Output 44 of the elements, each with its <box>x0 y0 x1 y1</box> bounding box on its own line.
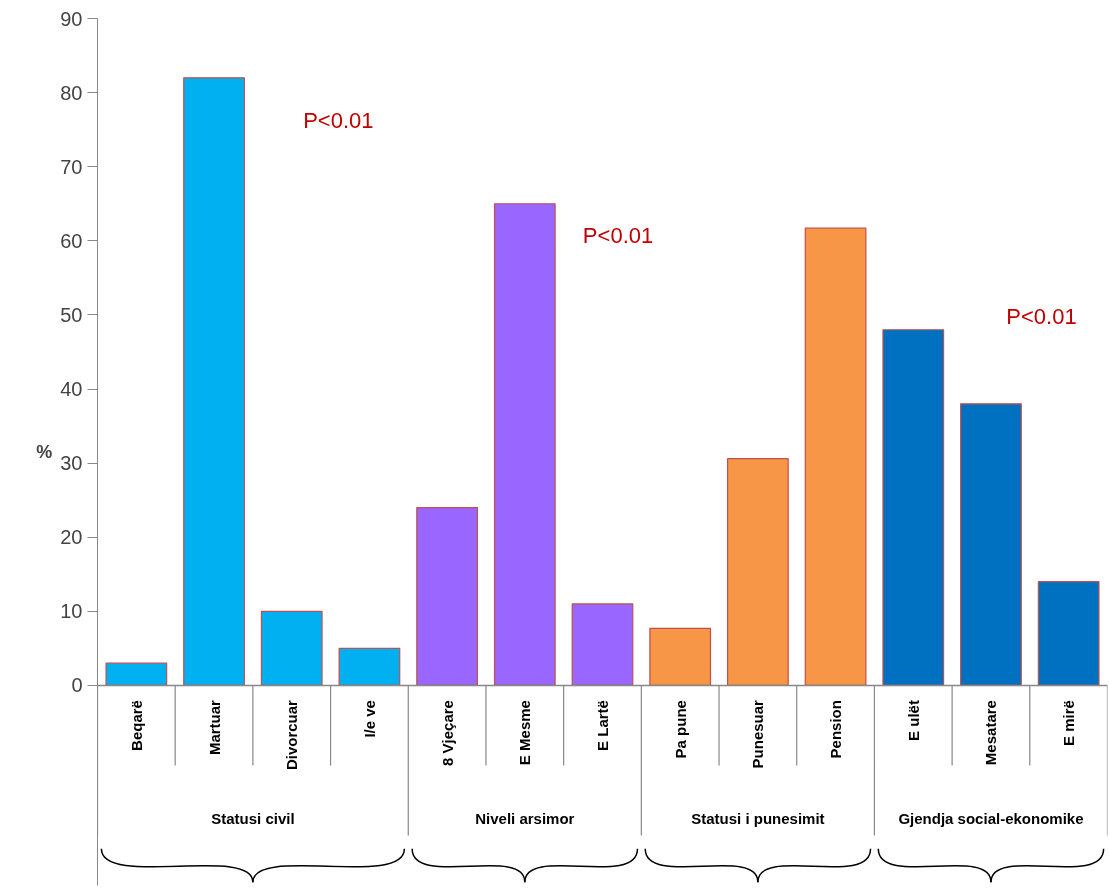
x-tick-label: E mirë <box>1060 700 1078 746</box>
x-tick-label: Pension <box>827 700 845 759</box>
bar <box>183 77 245 687</box>
x-tick-label: Divorcuar <box>283 699 301 771</box>
annotation: P<0.01 <box>1006 304 1077 330</box>
y-axis-title: % <box>36 442 53 462</box>
bar <box>649 627 712 687</box>
text: Statusi i punesimit <box>691 810 825 828</box>
annotation: P<0.01 <box>582 223 654 249</box>
bar <box>726 458 789 687</box>
text: Gjendja social-ekonomike <box>898 810 1084 828</box>
text: Niveli arsimor <box>475 810 575 828</box>
x-tick-label: Punesuar <box>749 699 767 769</box>
annotation: P<0.01 <box>303 108 374 134</box>
y-tick-label: 0 <box>71 674 83 697</box>
bar <box>1037 581 1100 687</box>
bar <box>105 662 168 687</box>
y-tick-label: 30 <box>60 452 83 475</box>
x-tick-label: E Mesme <box>516 700 534 766</box>
bar <box>260 610 323 687</box>
x-tick-label: 8 Vjeçare <box>438 700 456 766</box>
x-tick-label: Mesatare <box>982 700 1000 766</box>
x-tick-label: Beqarë <box>127 700 145 751</box>
y-tick-label: 10 <box>60 600 83 623</box>
bar <box>493 203 556 687</box>
bar <box>882 329 945 687</box>
bar <box>571 603 634 687</box>
x-tick-label: Pa pune <box>671 700 689 759</box>
x-tick-label: I/e ve <box>360 700 378 738</box>
y-tick-label: 70 <box>60 155 83 178</box>
y-tick-label: 60 <box>60 229 83 252</box>
y-tick-label: 80 <box>60 81 83 104</box>
text: Statusi civil <box>211 810 295 828</box>
x-tick-label: E ulët <box>904 700 922 741</box>
bar <box>960 403 1022 687</box>
bar <box>338 647 401 687</box>
x-tick-label: Martuar <box>205 699 223 756</box>
y-tick-label: 40 <box>60 378 83 401</box>
bar <box>416 506 479 687</box>
y-tick-label: 50 <box>60 303 83 326</box>
x-tick-label: E Lartë <box>594 700 611 751</box>
bar <box>804 227 867 687</box>
y-tick-label: 20 <box>60 526 83 549</box>
y-tick-label: 90 <box>60 7 83 30</box>
